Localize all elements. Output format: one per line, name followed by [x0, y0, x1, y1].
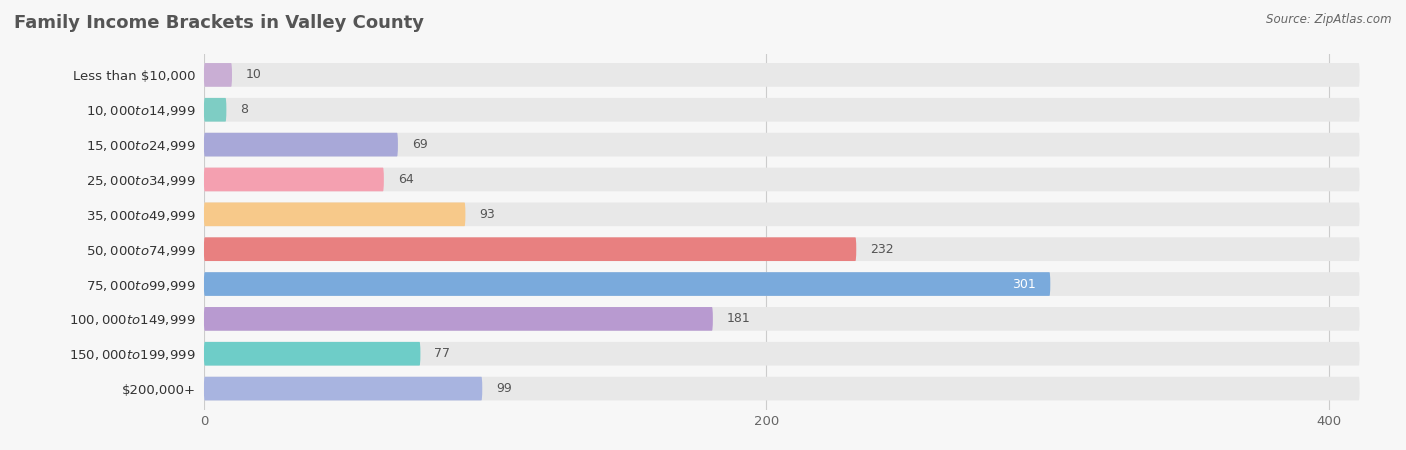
- Text: 301: 301: [1012, 278, 1036, 291]
- FancyBboxPatch shape: [204, 202, 1360, 226]
- Text: 93: 93: [479, 208, 495, 221]
- FancyBboxPatch shape: [204, 167, 1360, 191]
- Text: 99: 99: [496, 382, 512, 395]
- FancyBboxPatch shape: [204, 167, 384, 191]
- FancyBboxPatch shape: [204, 63, 232, 87]
- FancyBboxPatch shape: [204, 272, 1050, 296]
- FancyBboxPatch shape: [204, 377, 1360, 400]
- FancyBboxPatch shape: [204, 237, 1360, 261]
- FancyBboxPatch shape: [204, 307, 713, 331]
- Text: 232: 232: [870, 243, 894, 256]
- FancyBboxPatch shape: [204, 63, 1360, 87]
- Text: 64: 64: [398, 173, 413, 186]
- Text: 181: 181: [727, 312, 751, 325]
- Text: 69: 69: [412, 138, 427, 151]
- FancyBboxPatch shape: [204, 98, 226, 122]
- FancyBboxPatch shape: [204, 237, 856, 261]
- FancyBboxPatch shape: [204, 342, 420, 365]
- FancyBboxPatch shape: [204, 202, 465, 226]
- FancyBboxPatch shape: [204, 377, 482, 400]
- FancyBboxPatch shape: [204, 342, 1360, 365]
- FancyBboxPatch shape: [204, 307, 1360, 331]
- Text: Family Income Brackets in Valley County: Family Income Brackets in Valley County: [14, 14, 425, 32]
- Text: 10: 10: [246, 68, 262, 81]
- FancyBboxPatch shape: [204, 98, 1360, 122]
- FancyBboxPatch shape: [204, 133, 1360, 157]
- FancyBboxPatch shape: [204, 133, 398, 157]
- Text: 8: 8: [240, 103, 249, 116]
- Text: 77: 77: [434, 347, 450, 360]
- Text: Source: ZipAtlas.com: Source: ZipAtlas.com: [1267, 14, 1392, 27]
- FancyBboxPatch shape: [204, 272, 1360, 296]
